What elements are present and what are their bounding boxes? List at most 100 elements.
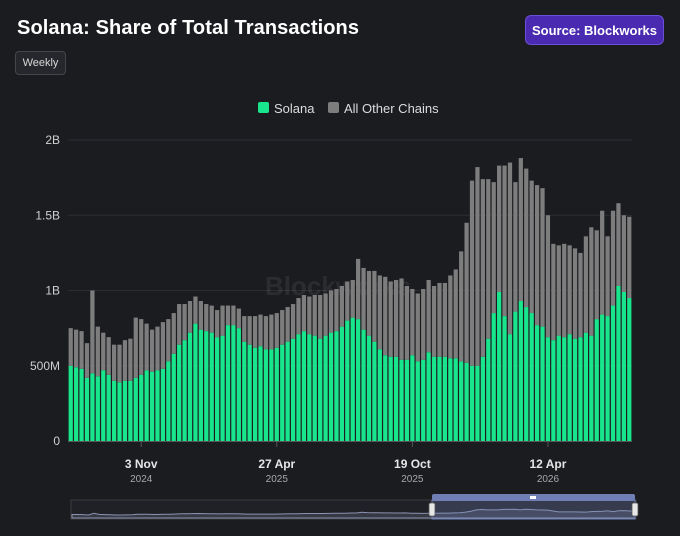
bar-solana[interactable] [502, 316, 507, 441]
bar-other-chains[interactable] [225, 305, 231, 326]
bar-other-chains[interactable] [551, 243, 556, 341]
bar-other-chains[interactable] [356, 258, 361, 320]
bar-solana[interactable] [101, 370, 106, 441]
bar-other-chains[interactable] [117, 344, 122, 383]
bar-solana[interactable] [524, 307, 529, 441]
bar-other-chains[interactable] [204, 304, 209, 332]
navigator-selection[interactable] [431, 499, 636, 520]
bar-other-chains[interactable] [242, 316, 247, 342]
bar-other-chains[interactable] [475, 167, 480, 366]
bar-other-chains[interactable] [610, 210, 616, 306]
bar-other-chains[interactable] [529, 180, 534, 314]
bar-other-chains[interactable] [502, 165, 507, 317]
bar-solana[interactable] [318, 338, 323, 441]
bar-solana[interactable] [198, 329, 203, 441]
bar-solana[interactable] [345, 320, 350, 441]
bar-solana[interactable] [459, 361, 464, 441]
bar-other-chains[interactable] [111, 344, 117, 381]
bar-other-chains[interactable] [388, 281, 393, 357]
bar-other-chains[interactable] [366, 270, 372, 336]
bar-solana[interactable] [334, 331, 339, 441]
bar-solana[interactable] [589, 335, 594, 441]
bar-other-chains[interactable] [285, 307, 290, 342]
bar-solana[interactable] [578, 337, 583, 441]
bar-other-chains[interactable] [328, 290, 334, 333]
bar-solana[interactable] [106, 374, 111, 441]
bar-other-chains[interactable] [209, 305, 214, 333]
bar-other-chains[interactable] [437, 282, 442, 357]
bar-solana[interactable] [328, 332, 334, 441]
bar-other-chains[interactable] [410, 289, 415, 356]
bar-other-chains[interactable] [187, 301, 193, 333]
bar-solana[interactable] [339, 326, 344, 441]
bar-solana[interactable] [79, 368, 84, 441]
bar-solana[interactable] [415, 361, 420, 441]
bar-other-chains[interactable] [133, 317, 138, 378]
legend-swatch-other-chains[interactable] [328, 102, 339, 113]
bar-solana[interactable] [356, 319, 361, 441]
bar-solana[interactable] [437, 356, 442, 441]
navigator-handle-left[interactable] [428, 502, 436, 517]
bar-other-chains[interactable] [350, 279, 355, 318]
bar-solana[interactable] [182, 340, 187, 441]
bar-other-chains[interactable] [95, 326, 100, 377]
bar-solana[interactable] [252, 347, 258, 441]
bar-solana[interactable] [464, 362, 469, 441]
bar-solana[interactable] [551, 340, 556, 441]
bar-solana[interactable] [155, 370, 160, 441]
bar-other-chains[interactable] [274, 313, 279, 348]
bar-other-chains[interactable] [182, 304, 187, 341]
bar-solana[interactable] [388, 356, 393, 441]
bar-other-chains[interactable] [193, 296, 198, 324]
bar-solana[interactable] [497, 292, 502, 441]
bar-solana[interactable] [583, 332, 589, 441]
bar-solana[interactable] [290, 338, 296, 441]
bar-other-chains[interactable] [562, 243, 567, 338]
bar-solana[interactable] [111, 380, 117, 441]
bar-other-chains[interactable] [106, 337, 111, 375]
bar-solana[interactable] [160, 368, 166, 441]
legend-label-other-chains[interactable]: All Other Chains [344, 101, 439, 116]
bar-solana[interactable] [231, 325, 236, 441]
bar-solana[interactable] [301, 331, 307, 441]
bar-solana[interactable] [372, 341, 377, 441]
bar-other-chains[interactable] [491, 182, 496, 314]
bar-other-chains[interactable] [312, 295, 317, 336]
bar-other-chains[interactable] [307, 296, 312, 335]
bar-other-chains[interactable] [627, 216, 632, 299]
bar-solana[interactable] [307, 334, 312, 441]
bar-solana[interactable] [274, 347, 279, 441]
bar-solana[interactable] [139, 374, 144, 441]
bar-other-chains[interactable] [459, 251, 464, 362]
bar-other-chains[interactable] [497, 165, 502, 292]
bar-solana[interactable] [133, 377, 138, 441]
bar-other-chains[interactable] [296, 298, 301, 335]
bar-other-chains[interactable] [361, 267, 366, 330]
bar-other-chains[interactable] [377, 275, 382, 350]
bar-solana[interactable] [187, 332, 193, 441]
bar-other-chains[interactable] [415, 293, 420, 362]
bar-solana[interactable] [404, 359, 410, 441]
bar-other-chains[interactable] [524, 168, 529, 308]
navigator-handle-right[interactable] [631, 502, 639, 517]
bar-solana[interactable] [431, 356, 437, 441]
bar-solana[interactable] [621, 292, 626, 441]
bar-other-chains[interactable] [486, 179, 491, 339]
bar-other-chains[interactable] [74, 329, 79, 368]
bar-solana[interactable] [594, 319, 599, 441]
bar-other-chains[interactable] [572, 248, 578, 339]
bar-solana[interactable] [258, 346, 263, 441]
bar-other-chains[interactable] [252, 316, 258, 348]
bar-solana[interactable] [393, 356, 399, 441]
bar-other-chains[interactable] [149, 329, 155, 372]
bar-other-chains[interactable] [448, 275, 453, 359]
bar-solana[interactable] [572, 338, 578, 441]
bar-solana[interactable] [220, 335, 225, 441]
bar-other-chains[interactable] [421, 289, 426, 360]
bar-other-chains[interactable] [334, 289, 339, 332]
bar-solana[interactable] [567, 334, 572, 441]
bar-other-chains[interactable] [605, 236, 610, 317]
bar-solana[interactable] [312, 335, 317, 441]
bar-solana[interactable] [421, 359, 426, 441]
bar-other-chains[interactable] [301, 295, 307, 332]
